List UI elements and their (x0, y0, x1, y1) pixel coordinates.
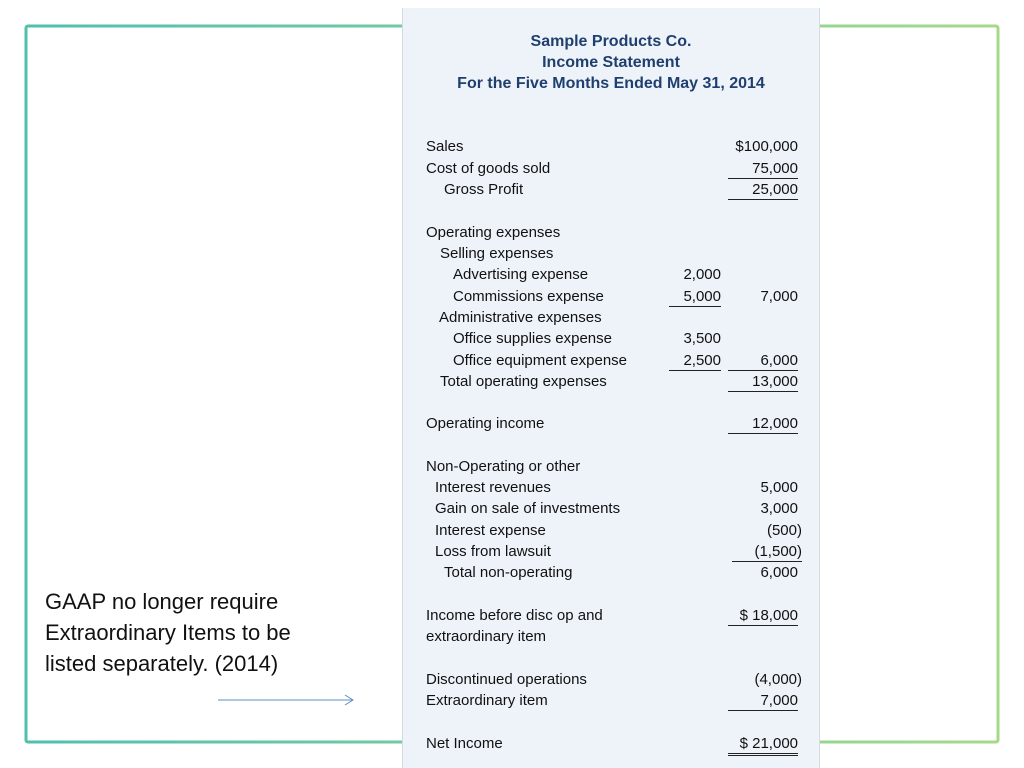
arrow-head (344, 694, 354, 706)
amount: 3,000 (760, 500, 798, 517)
statement-title: Sample Products Co. (530, 33, 692, 50)
row-label: Loss from lawsuit (435, 543, 551, 560)
row-label: Total operating expenses (440, 373, 607, 390)
row-label: Net Income (426, 735, 503, 752)
row-label: Operating income (426, 415, 545, 432)
note-line: Extraordinary Items to be (45, 620, 291, 645)
amount: 6,000 (728, 352, 798, 371)
amount: 5,000 (669, 288, 721, 307)
row-label: Interest expense (435, 522, 546, 539)
row-label: Discontinued operations (426, 671, 587, 688)
row-label: Gain on sale of investments (435, 500, 621, 517)
note-line: GAAP no longer require (45, 589, 279, 614)
row-label: Income before disc op and (426, 607, 603, 624)
amount: 25,000 (728, 181, 798, 200)
amount: 7,000 (728, 692, 798, 711)
amount: $ 18,000 (728, 607, 798, 626)
income-statement: Sample Products Co. Income Statement For t… (402, 8, 820, 768)
row-label: Extraordinary item (426, 692, 548, 709)
amount: 5,000 (760, 479, 798, 496)
row-label: Sales (426, 138, 464, 155)
statement-title: Income Statement (542, 54, 680, 71)
row-label: Office equipment expense (453, 352, 628, 369)
row-label: Cost of goods sold (426, 160, 551, 177)
statement-title: For the Five Months Ended May 31, 2014 (457, 75, 765, 92)
row-label: Non-Operating or other (426, 458, 581, 475)
amount: 12,000 (728, 415, 798, 434)
amount: $100,000 (735, 138, 798, 155)
note-line: listed separately. (2014) (45, 651, 279, 676)
amount: 2,500 (669, 352, 721, 371)
amount: $ 21,000 (728, 735, 798, 756)
amount: 7,000 (760, 288, 798, 305)
row-label: extraordinary item (426, 628, 547, 645)
row-label: Office supplies expense (453, 330, 612, 347)
row-label: Selling expenses (440, 245, 554, 262)
row-label: Administrative expenses (439, 309, 602, 326)
amount: (500) (766, 522, 802, 539)
amount: 2,000 (683, 266, 721, 283)
amount: 6,000 (760, 564, 798, 581)
amount: 13,000 (728, 373, 798, 392)
row-label: Total non-operating (444, 564, 573, 581)
amount: (1,500) (732, 543, 802, 562)
amount: 75,000 (728, 160, 798, 179)
amount: (4,000) (754, 671, 802, 688)
amount: 3,500 (683, 330, 721, 347)
row-label: Operating expenses (426, 224, 561, 241)
row-label: Advertising expense (453, 266, 589, 283)
row-label: Gross Profit (444, 181, 524, 198)
row-label: Interest revenues (435, 479, 551, 496)
row-label: Commissions expense (453, 288, 604, 305)
